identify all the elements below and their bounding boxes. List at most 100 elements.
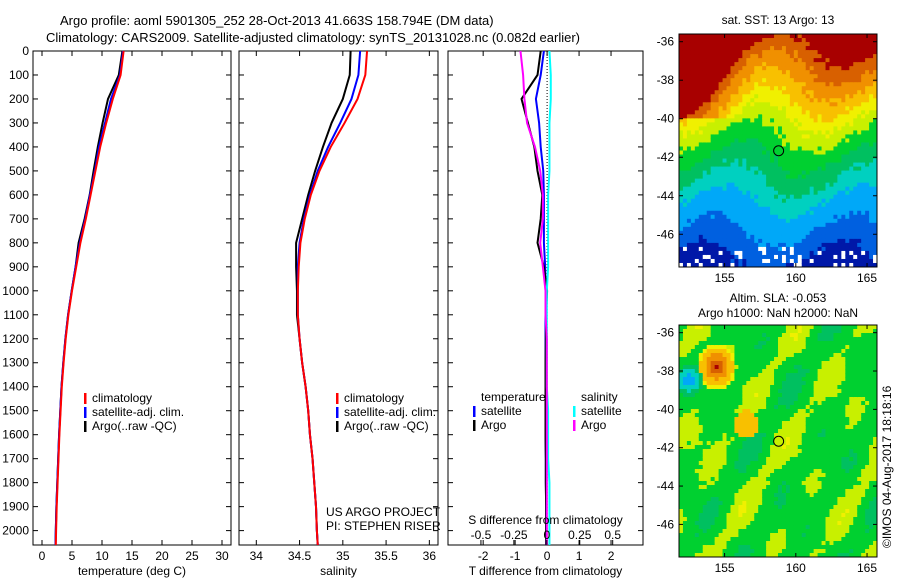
map-cell	[849, 234, 854, 240]
map-cell	[690, 493, 696, 498]
map-cell	[694, 397, 700, 402]
map-cell	[718, 413, 724, 418]
map-cell	[861, 246, 866, 252]
map-cell	[758, 441, 763, 446]
map-cell	[841, 58, 846, 63]
map-cell	[797, 82, 803, 87]
map-cell	[730, 485, 735, 490]
map-cell	[726, 369, 731, 374]
map-cell	[766, 469, 771, 474]
map-cell	[758, 445, 763, 450]
map-cell	[734, 50, 739, 55]
map-cell	[718, 485, 724, 490]
map-cell	[706, 501, 712, 506]
map-cell	[714, 521, 720, 526]
map-cell	[785, 150, 791, 156]
map-cell	[694, 545, 700, 550]
map-cell	[690, 421, 696, 426]
map-cell	[774, 90, 779, 95]
map-cell	[873, 86, 878, 91]
map-cell	[785, 186, 791, 192]
map-cell	[762, 42, 767, 47]
map-cell	[682, 497, 688, 502]
map-cell	[801, 50, 807, 55]
map-cell	[833, 142, 838, 147]
map-cell	[837, 246, 842, 252]
map-cell	[774, 78, 779, 83]
map-cell	[766, 497, 771, 502]
map-cell	[718, 421, 724, 426]
map-cell	[730, 250, 735, 256]
map-cell	[865, 50, 870, 55]
map-cell	[694, 250, 700, 256]
map-cell	[679, 537, 684, 542]
map-cell	[853, 54, 858, 59]
map-cell	[706, 325, 712, 330]
map-cell	[690, 214, 696, 220]
map-cell	[778, 545, 783, 550]
map-cell	[801, 329, 807, 334]
map-cell	[825, 62, 830, 67]
map-cell	[781, 166, 787, 172]
map-cell	[861, 226, 866, 232]
map-cell	[706, 82, 712, 87]
map-cell	[690, 38, 696, 43]
map-cell	[778, 533, 783, 538]
map-cell	[849, 218, 854, 224]
map-cell	[698, 46, 704, 51]
map-cell	[805, 186, 811, 192]
map-cell	[766, 513, 771, 518]
map-cell	[857, 78, 862, 83]
map-cell	[778, 329, 783, 334]
map-cell	[698, 206, 704, 212]
map-cell	[690, 170, 696, 176]
map-cell	[730, 453, 735, 458]
map-cell	[718, 94, 724, 99]
map-cell	[734, 138, 739, 143]
map-cell	[825, 122, 830, 127]
map-cell	[813, 250, 819, 256]
map-cell	[766, 381, 771, 386]
map-cell	[742, 206, 747, 212]
map-cell	[738, 489, 743, 494]
map-cell	[869, 42, 874, 47]
map-cell	[770, 70, 775, 75]
map-cell	[861, 214, 866, 220]
map-cell	[698, 337, 704, 342]
map-cell	[718, 497, 724, 502]
map-cell	[734, 429, 739, 434]
map-cell	[694, 345, 700, 350]
map-cell	[742, 242, 747, 248]
map-cell	[746, 461, 751, 466]
map-cell	[770, 178, 775, 184]
map-cell	[722, 242, 728, 248]
map-cell	[750, 70, 755, 75]
map-cell	[742, 50, 747, 55]
map-cell	[793, 90, 799, 95]
map-cell	[726, 130, 731, 135]
map-cell	[849, 78, 854, 83]
map-cell	[825, 178, 830, 184]
map-cell	[873, 46, 878, 51]
map-cell	[833, 34, 838, 39]
map-cell	[718, 82, 724, 87]
map-cell	[750, 210, 755, 216]
map-cell	[730, 401, 735, 406]
map-cell	[750, 333, 755, 338]
map-cell	[714, 345, 720, 350]
map-cell	[762, 46, 767, 51]
map-cell	[774, 174, 779, 180]
map-cell	[698, 521, 704, 526]
map-cell	[774, 226, 779, 232]
map-cell	[750, 234, 755, 240]
map-cell	[698, 513, 704, 518]
map-cell	[774, 357, 779, 362]
x2-axis-label: S difference from climatology	[468, 513, 623, 527]
map-cell	[750, 74, 755, 79]
map-cell	[702, 497, 708, 502]
map-cell	[702, 138, 708, 143]
map-cell	[679, 58, 684, 63]
map-cell	[805, 250, 811, 256]
map-cell	[770, 537, 775, 542]
map-cell	[762, 134, 767, 139]
